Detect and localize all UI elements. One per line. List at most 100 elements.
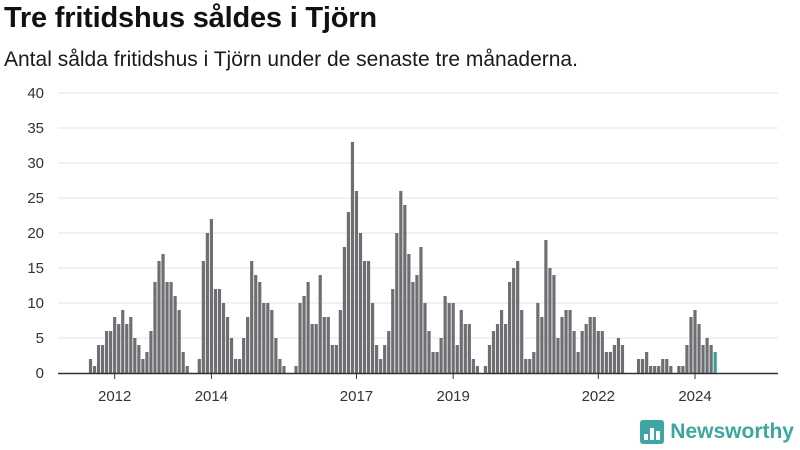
bar bbox=[217, 289, 222, 373]
bar bbox=[209, 219, 213, 373]
bar bbox=[105, 331, 109, 373]
bar bbox=[294, 366, 298, 373]
bar bbox=[318, 275, 322, 373]
bar bbox=[399, 191, 403, 373]
bar bbox=[665, 359, 669, 373]
bar bbox=[669, 366, 673, 373]
x-axis: 2012 2014 2017 2019 2022 2024 bbox=[58, 372, 778, 405]
bar bbox=[330, 345, 334, 373]
bar bbox=[592, 317, 596, 373]
bar bbox=[145, 352, 149, 373]
bar bbox=[258, 282, 262, 373]
bar bbox=[92, 366, 97, 373]
bar bbox=[274, 338, 278, 373]
bar bbox=[278, 359, 282, 373]
bar bbox=[544, 240, 548, 373]
bar bbox=[302, 296, 306, 373]
bar bbox=[137, 345, 141, 373]
bar bbox=[350, 142, 355, 373]
bar bbox=[536, 303, 540, 373]
bar bbox=[580, 331, 584, 373]
bar bbox=[411, 282, 415, 373]
bar bbox=[125, 324, 129, 373]
bar bbox=[238, 359, 242, 373]
bar bbox=[564, 310, 568, 373]
bar bbox=[548, 268, 552, 373]
bar bbox=[395, 233, 399, 373]
bar bbox=[266, 303, 270, 373]
bar bbox=[113, 317, 117, 373]
y-tick-label: 15 bbox=[27, 260, 44, 277]
bar bbox=[270, 310, 274, 373]
bar bbox=[149, 331, 153, 373]
bar bbox=[431, 352, 435, 373]
bar bbox=[306, 282, 310, 373]
bar bbox=[499, 310, 504, 373]
bar bbox=[681, 366, 685, 373]
x-tick-label: 2024 bbox=[678, 388, 711, 405]
bar bbox=[185, 366, 189, 373]
bar bbox=[229, 338, 234, 373]
bar bbox=[443, 296, 447, 373]
bar bbox=[520, 310, 524, 373]
bar bbox=[161, 254, 165, 373]
bar bbox=[467, 324, 471, 373]
bar bbox=[157, 261, 161, 373]
bar bbox=[709, 345, 713, 373]
bar bbox=[419, 247, 423, 373]
bar bbox=[447, 303, 451, 373]
bar bbox=[181, 352, 185, 373]
bar bbox=[314, 324, 318, 373]
bar bbox=[568, 310, 572, 373]
bar bbox=[693, 310, 697, 373]
bar bbox=[177, 310, 181, 373]
bar bbox=[556, 338, 560, 373]
x-tick-label: 2012 bbox=[98, 388, 131, 405]
bar bbox=[366, 261, 371, 373]
bar bbox=[169, 282, 173, 373]
bar bbox=[310, 324, 314, 373]
bar bbox=[354, 191, 359, 373]
y-tick-label: 0 bbox=[36, 365, 44, 382]
bar bbox=[201, 261, 205, 373]
bar bbox=[576, 352, 580, 373]
bar bbox=[326, 317, 330, 373]
bar bbox=[391, 289, 395, 373]
bar bbox=[701, 345, 705, 373]
bar bbox=[423, 303, 427, 373]
x-tick-label: 2022 bbox=[582, 388, 615, 405]
bar bbox=[407, 254, 411, 373]
y-tick-label: 25 bbox=[27, 190, 44, 207]
bar bbox=[165, 282, 169, 373]
bar bbox=[512, 268, 516, 373]
bar bbox=[129, 317, 133, 373]
bar bbox=[246, 317, 250, 373]
bar bbox=[475, 366, 479, 373]
bar bbox=[636, 359, 641, 373]
bar bbox=[689, 317, 693, 373]
y-tick-label: 20 bbox=[27, 225, 44, 242]
bar bbox=[133, 338, 137, 373]
bar bbox=[516, 261, 520, 373]
bar bbox=[298, 303, 302, 373]
newsworthy-brand: Newsworthy bbox=[640, 420, 794, 444]
bar bbox=[427, 331, 431, 373]
bar bbox=[109, 331, 113, 373]
bar bbox=[250, 261, 254, 373]
bar bbox=[322, 317, 326, 373]
bar bbox=[532, 352, 536, 373]
newsworthy-logo-icon bbox=[640, 420, 665, 444]
bar bbox=[173, 296, 177, 373]
data-label-latest: 3 bbox=[743, 0, 752, 4]
bar bbox=[685, 345, 689, 373]
bar bbox=[379, 359, 383, 373]
bar bbox=[572, 331, 576, 373]
bar bbox=[508, 282, 512, 373]
bar bbox=[205, 233, 209, 373]
bar bbox=[88, 359, 93, 373]
bar bbox=[697, 324, 701, 373]
annotations: 3 bbox=[741, 0, 754, 6]
bar bbox=[225, 317, 230, 373]
bar bbox=[121, 310, 125, 373]
